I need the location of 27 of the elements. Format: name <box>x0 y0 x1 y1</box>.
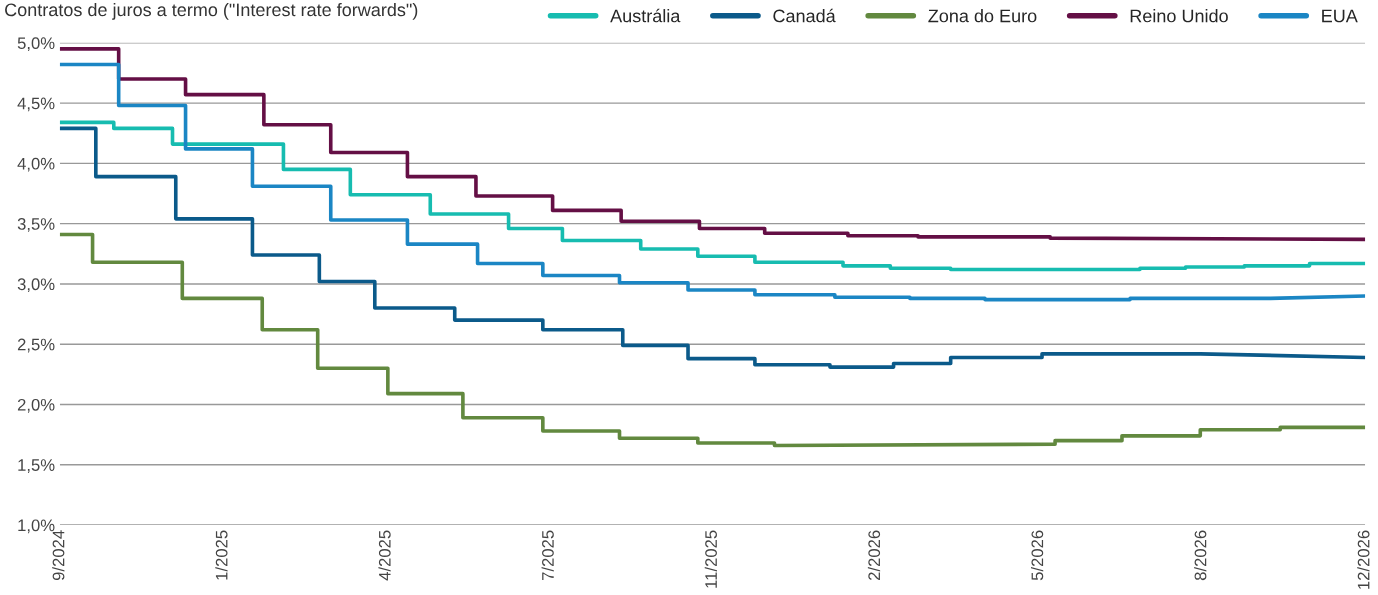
legend-label: Zona do Euro <box>928 9 1037 23</box>
y-tick-label: 3,0% <box>17 278 55 293</box>
line-series <box>59 120 1366 272</box>
y-tick-label: 2,5% <box>17 338 55 353</box>
chart-title: Contratos de juros a termo ("Interest rate forwards") <box>5 2 418 20</box>
y-tick-label: 5,0% <box>17 37 55 52</box>
x-tick-label: 1/2025 <box>215 530 228 580</box>
x-tick-label: 7/2025 <box>541 530 554 581</box>
x-tick-label: 11/2025 <box>704 530 717 588</box>
x-tick-label: 2/2026 <box>867 530 881 581</box>
legend-label: Reino Unido <box>1130 9 1228 23</box>
y-tick-label: 4,0% <box>17 157 55 172</box>
legend-label: Austrália <box>610 8 681 23</box>
x-tick-label: 8/2026 <box>1194 530 1207 581</box>
line-series <box>59 47 1366 242</box>
y-tick-label: 4,5% <box>17 97 55 112</box>
y-tick-label: 2,0% <box>17 398 55 413</box>
line-series <box>59 232 1366 448</box>
y-tick-label: 3,5% <box>17 218 55 232</box>
x-tick-label: 12/2026 <box>1357 530 1370 589</box>
x-tick-label: 5/2026 <box>1031 530 1044 581</box>
y-tick-label: 1,5% <box>18 459 55 473</box>
line-series <box>59 126 1366 369</box>
legend-label: Canadá <box>773 8 836 23</box>
line-series <box>59 62 1366 302</box>
x-tick-label: 4/2025 <box>378 530 391 581</box>
legend-label: EUA <box>1322 9 1358 23</box>
